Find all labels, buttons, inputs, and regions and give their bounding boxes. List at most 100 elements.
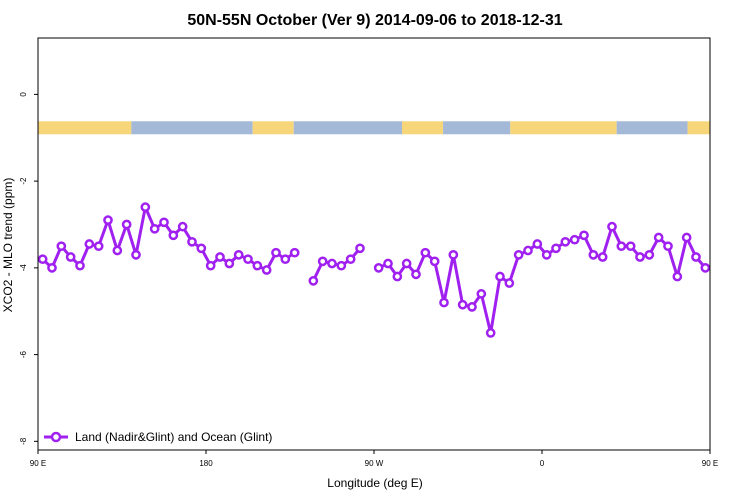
data-point (411, 269, 421, 280)
data-point (541, 249, 552, 260)
data-point (65, 252, 76, 262)
data-point (224, 258, 235, 269)
band-land-6 (510, 121, 617, 135)
data-point (653, 232, 664, 243)
data-point (103, 215, 113, 225)
data-point (131, 249, 141, 260)
x-tick-label-2: 90 W (365, 459, 384, 468)
data-point (504, 278, 515, 288)
data-point (485, 328, 496, 338)
y-tick-label-0: 0 (19, 92, 28, 97)
series-line-2-0 (378, 225, 707, 335)
data-point (476, 289, 487, 299)
legend-label: Land (Nadir&Glint) and Ocean (Glint) (75, 430, 272, 444)
data-point (495, 271, 505, 282)
data-point (121, 219, 132, 230)
legend: Land (Nadir&Glint) and Ocean (Glint) (44, 430, 272, 444)
data-point (560, 236, 571, 247)
data-point (532, 239, 543, 249)
data-point (93, 241, 104, 252)
data-point (467, 302, 477, 312)
data-point (47, 263, 57, 273)
x-tick-label-4: 90 E (702, 459, 718, 468)
data-point (317, 256, 328, 267)
data-point (457, 299, 468, 310)
data-point (373, 263, 384, 273)
data-point (448, 249, 459, 260)
plot-frame (37, 37, 711, 451)
data-point (140, 202, 151, 212)
data-point (420, 247, 431, 258)
data-point (261, 265, 272, 275)
chart-title: 50N-55N October (Ver 9) 2014-09-06 to 20… (187, 12, 562, 29)
data-point (513, 249, 524, 260)
x-tick-label-0: 90 E (30, 459, 46, 468)
series-layer (37, 202, 711, 338)
data-point (681, 232, 692, 243)
data-point (280, 254, 291, 265)
data-point (672, 271, 683, 282)
data-point (355, 243, 365, 254)
y-tick-label-3: -6 (19, 350, 28, 358)
data-point (663, 241, 673, 252)
data-point (523, 245, 533, 256)
data-point (597, 252, 608, 262)
band-land-8 (687, 121, 710, 135)
data-point (392, 271, 403, 282)
data-point (84, 239, 95, 249)
data-point (345, 254, 356, 265)
y-axis-label: XCO2 - MLO trend (ppm) (1, 178, 15, 313)
data-point (327, 258, 337, 269)
data-point (177, 221, 188, 232)
data-point (56, 241, 67, 252)
data-point (187, 236, 197, 247)
band-land-4 (402, 121, 444, 135)
data-point (205, 260, 216, 271)
data-point (289, 247, 300, 258)
data-point (75, 260, 85, 271)
data-point (644, 249, 655, 260)
data-point (579, 230, 589, 241)
x-tick-label-3: 0 (540, 459, 545, 468)
data-point (159, 217, 169, 228)
band-land-2 (252, 121, 294, 135)
y-tick-label-4: -8 (19, 437, 28, 445)
data-point (196, 243, 207, 254)
data-point (607, 221, 617, 232)
data-point (625, 241, 636, 252)
legend-marker (50, 431, 62, 443)
data-point (215, 252, 225, 262)
data-point (700, 263, 711, 273)
data-point (569, 234, 580, 245)
band-land-0 (38, 121, 132, 135)
data-point (308, 276, 319, 286)
data-point (429, 256, 440, 267)
x-axis-label: Longitude (deg E) (327, 476, 422, 490)
land-ocean-band (38, 121, 710, 135)
data-point (37, 254, 48, 265)
data-point (691, 252, 701, 262)
y-tick-label-1: -2 (19, 177, 28, 185)
data-point (616, 241, 627, 252)
data-point (112, 245, 123, 256)
data-point (588, 249, 599, 260)
series-line-0-0 (41, 205, 296, 272)
data-point (149, 223, 160, 234)
y-tick-label-2: -4 (19, 264, 28, 272)
x-tick-label-1: 180 (199, 459, 213, 468)
band-ocean-5 (443, 121, 511, 135)
band-ocean-3 (293, 121, 402, 135)
data-point (252, 260, 263, 271)
data-point (635, 252, 645, 262)
data-point (551, 243, 561, 254)
data-point (243, 254, 253, 265)
data-point (401, 258, 412, 269)
data-point (233, 249, 244, 260)
data-point (271, 247, 281, 258)
band-ocean-7 (616, 121, 688, 135)
data-point (383, 258, 393, 269)
axes: 90 E 180 90 W 0 90 E 0 -2 -4 -6 -8 (19, 92, 718, 468)
data-point (439, 297, 449, 308)
data-point (336, 260, 347, 271)
